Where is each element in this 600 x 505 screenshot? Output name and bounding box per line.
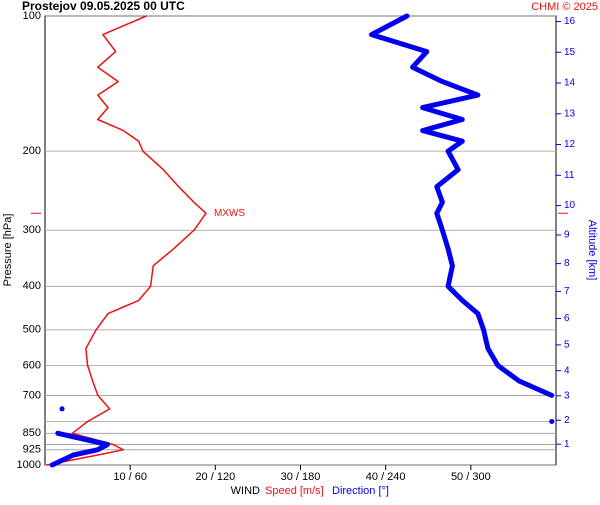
y2-tick-label: 11 xyxy=(564,170,575,181)
x-tick-label: 40 / 240 xyxy=(366,471,406,483)
y2-tick-label: 12 xyxy=(564,139,576,150)
y2-axis-label: Altitude [km] xyxy=(586,220,598,281)
chart-title: Prostejov 09.05.2025 00 UTC xyxy=(22,0,185,13)
y-tick-label: 700 xyxy=(23,389,41,401)
x-axis-label-speed: Speed [m/s] xyxy=(265,485,324,497)
y2-tick-label: 9 xyxy=(564,230,570,241)
y2-tick-label: 7 xyxy=(564,286,570,297)
y-tick-label: 400 xyxy=(23,280,41,292)
y2-tick-label: 15 xyxy=(564,47,576,58)
y-tick-label: 300 xyxy=(23,224,41,236)
x-tick-label: 20 / 120 xyxy=(195,471,235,483)
y2-tick-label: 10 xyxy=(564,200,576,211)
y2-tick-label: 16 xyxy=(564,16,576,27)
y2-tick-label: 1 xyxy=(564,439,570,450)
x-tick-label: 10 / 60 xyxy=(113,471,147,483)
plot-frame xyxy=(44,15,557,466)
y2-tick-label: 3 xyxy=(564,390,570,401)
y-tick-label: 925 xyxy=(23,444,41,456)
credit: CHMI © 2025 xyxy=(531,1,598,13)
y-tick-label: 1000 xyxy=(17,459,41,471)
y2-tick-label: 14 xyxy=(564,78,576,89)
y2-tick-label: 13 xyxy=(564,108,576,119)
y2-tick-label: 5 xyxy=(564,340,570,351)
y-axis-label: Pressure [hPa] xyxy=(2,214,14,287)
y2-tick-label: 2 xyxy=(564,415,570,426)
x-axis-label: WIND xyxy=(231,485,260,497)
y-tick-label: 100 xyxy=(23,10,41,22)
x-tick-label: 30 / 180 xyxy=(281,471,321,483)
direction-line xyxy=(369,13,555,398)
y2-tick-label: 6 xyxy=(564,313,570,324)
y-tick-label: 200 xyxy=(23,145,41,157)
x-tick-label: 50 / 300 xyxy=(451,471,491,483)
y-tick-label: 850 xyxy=(23,427,41,439)
y2-tick-label: 8 xyxy=(564,258,570,269)
y-tick-label: 500 xyxy=(23,324,41,336)
speed-line xyxy=(45,15,207,466)
direction-line xyxy=(49,430,110,468)
y-tick-label: 600 xyxy=(23,359,41,371)
annotation-label: MXWS xyxy=(214,208,245,219)
x-axis-label-direction: Direction [°] xyxy=(332,485,389,497)
y2-tick-label: 4 xyxy=(564,365,570,376)
